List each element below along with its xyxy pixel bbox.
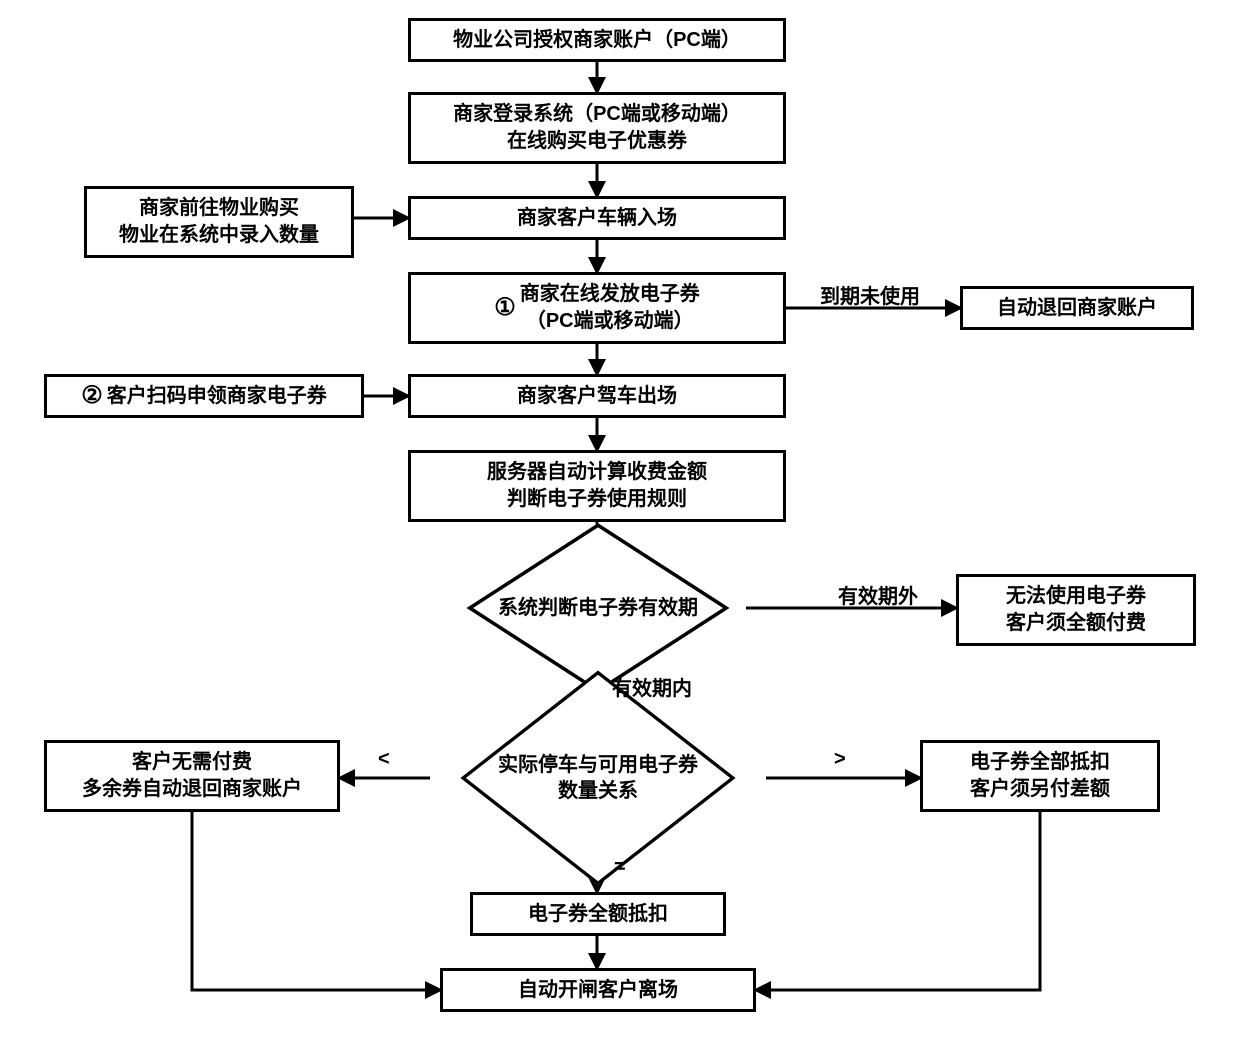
node-n8: 自动开闸客户离场 <box>440 968 756 1012</box>
edge-label-ed2l: < <box>378 748 390 771</box>
node-n5l: ②客户扫码申领商家电子券 <box>44 374 364 418</box>
node-d1: 系统判断电子券有效期 <box>450 560 746 656</box>
edge-label-e4r: 到期未使用 <box>820 280 920 309</box>
node-n3: 商家客户车辆入场 <box>408 196 786 240</box>
node-n4: ①商家在线发放电子券（PC端或移动端） <box>408 272 786 344</box>
edge-label-ed1down: 有效期内 <box>612 672 692 701</box>
node-d2l: 客户无需付费多余券自动退回商家账户 <box>44 740 340 812</box>
node-n7: 电子券全额抵扣 <box>470 892 726 936</box>
node-d1r: 无法使用电子券客户须全额付费 <box>956 574 1196 646</box>
edge-label-ed2d: = <box>614 856 626 879</box>
node-n4r: 自动退回商家账户 <box>960 286 1194 330</box>
node-n5: 商家客户驾车出场 <box>408 374 786 418</box>
edge-label-ed1r: 有效期外 <box>838 580 918 609</box>
edge-epl_l <box>192 812 440 990</box>
edge-label-ed2r: > <box>834 748 846 771</box>
node-d2: 实际停车与可用电子券数量关系 <box>430 712 766 844</box>
edge-epl_r <box>756 812 1040 990</box>
node-n1: 物业公司授权商家账户（PC端） <box>408 18 786 62</box>
node-n6: 服务器自动计算收费金额判断电子券使用规则 <box>408 450 786 522</box>
node-n2: 商家登录系统（PC端或移动端）在线购买电子优惠券 <box>408 92 786 164</box>
node-n3l: 商家前往物业购买物业在系统中录入数量 <box>84 186 354 258</box>
flowchart-canvas: 物业公司授权商家账户（PC端）商家登录系统（PC端或移动端）在线购买电子优惠券商… <box>0 0 1240 1051</box>
node-d2r: 电子券全部抵扣客户须另付差额 <box>920 740 1160 812</box>
